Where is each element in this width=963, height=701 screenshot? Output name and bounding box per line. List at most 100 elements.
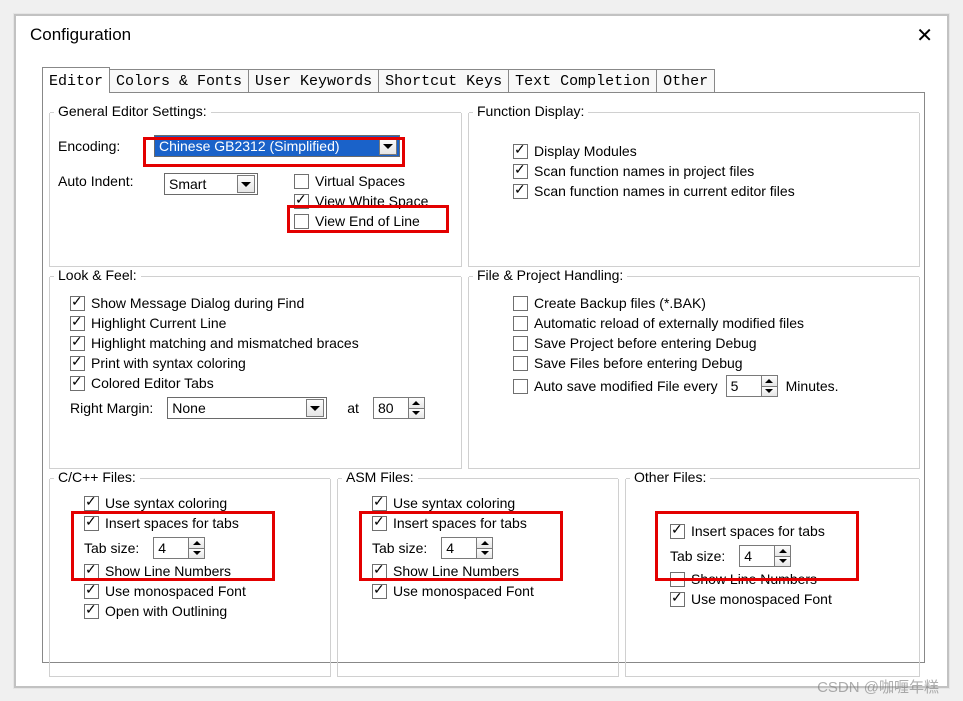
- rmargin-at-value: 80: [374, 398, 408, 418]
- tab-shortcut-keys[interactable]: Shortcut Keys: [378, 69, 509, 92]
- tab-editor[interactable]: Editor: [42, 67, 110, 93]
- group-general: General Editor Settings: Encoding: Chine…: [49, 113, 462, 267]
- colored-tabs-checkbox[interactable]: [70, 376, 85, 391]
- group-function-display: Function Display: Display Modules Scan f…: [468, 113, 920, 267]
- rmargin-select[interactable]: None: [167, 397, 327, 419]
- tab-other[interactable]: Other: [656, 69, 715, 92]
- tabstrip: Editor Colors & Fonts User Keywords Shor…: [42, 68, 925, 93]
- other-mono-label: Use monospaced Font: [691, 591, 832, 607]
- window-title: Configuration: [30, 25, 131, 45]
- savfile-checkbox[interactable]: [513, 356, 528, 371]
- bak-label: Create Backup files (*.BAK): [534, 295, 706, 311]
- spinner-down-icon[interactable]: [476, 549, 492, 559]
- hl-brace-checkbox[interactable]: [70, 336, 85, 351]
- savproj-label: Save Project before entering Debug: [534, 335, 757, 351]
- spinner-up-icon[interactable]: [774, 546, 790, 557]
- cc-linenum-label: Show Line Numbers: [105, 563, 231, 579]
- cc-linenum-checkbox[interactable]: [84, 564, 99, 579]
- bak-checkbox[interactable]: [513, 296, 528, 311]
- group-look-label: Look & Feel:: [54, 267, 141, 283]
- autosave-suffix: Minutes.: [786, 378, 839, 394]
- asm-mono-label: Use monospaced Font: [393, 583, 534, 599]
- scan-project-checkbox[interactable]: [513, 164, 528, 179]
- other-mono-checkbox[interactable]: [670, 592, 685, 607]
- spinner-up-icon[interactable]: [188, 538, 204, 549]
- hl-line-checkbox[interactable]: [70, 316, 85, 331]
- asm-syntax-checkbox[interactable]: [372, 496, 387, 511]
- other-tabsize-value: 4: [740, 546, 774, 566]
- other-spaces-checkbox[interactable]: [670, 524, 685, 539]
- asm-spaces-label: Insert spaces for tabs: [393, 515, 527, 531]
- asm-syntax-label: Use syntax coloring: [393, 495, 515, 511]
- tab-colors-fonts[interactable]: Colors & Fonts: [109, 69, 249, 92]
- chevron-down-icon[interactable]: [379, 137, 397, 155]
- rmargin-at-spinner[interactable]: 80: [373, 397, 425, 419]
- tab-user-keywords[interactable]: User Keywords: [248, 69, 379, 92]
- asm-tabsize-label: Tab size:: [372, 540, 427, 556]
- savfile-label: Save Files before entering Debug: [534, 355, 743, 371]
- group-asm-label: ASM Files:: [342, 469, 418, 485]
- autosave-prefix: Auto save modified File every: [534, 378, 718, 394]
- rmargin-label: Right Margin:: [70, 400, 153, 416]
- colored-tabs-label: Colored Editor Tabs: [91, 375, 214, 391]
- group-general-label: General Editor Settings:: [54, 103, 211, 119]
- cc-syntax-checkbox[interactable]: [84, 496, 99, 511]
- spinner-down-icon[interactable]: [774, 557, 790, 567]
- scan-editor-checkbox[interactable]: [513, 184, 528, 199]
- virtual-spaces-checkbox[interactable]: [294, 174, 309, 189]
- group-asm-files: ASM Files: Use syntax coloring Insert sp…: [337, 479, 619, 677]
- scan-editor-label: Scan function names in current editor fi…: [534, 183, 795, 199]
- cc-outline-checkbox[interactable]: [84, 604, 99, 619]
- savproj-checkbox[interactable]: [513, 336, 528, 351]
- other-linenum-checkbox[interactable]: [670, 572, 685, 587]
- tab-body: General Editor Settings: Encoding: Chine…: [42, 93, 925, 663]
- cc-mono-checkbox[interactable]: [84, 584, 99, 599]
- view-white-space-checkbox[interactable]: [294, 194, 309, 209]
- msgdlg-label: Show Message Dialog during Find: [91, 295, 304, 311]
- other-tabsize-spinner[interactable]: 4: [739, 545, 791, 567]
- reload-checkbox[interactable]: [513, 316, 528, 331]
- group-cc-files: C/C++ Files: Use syntax coloring Insert …: [49, 479, 331, 677]
- asm-spaces-checkbox[interactable]: [372, 516, 387, 531]
- cc-spaces-checkbox[interactable]: [84, 516, 99, 531]
- dialog-window: Configuration ✕ Editor Colors & Fonts Us…: [14, 14, 949, 688]
- asm-mono-checkbox[interactable]: [372, 584, 387, 599]
- print-syntax-checkbox[interactable]: [70, 356, 85, 371]
- asm-tabsize-value: 4: [442, 538, 476, 558]
- spinner-up-icon[interactable]: [761, 376, 777, 387]
- hl-brace-label: Highlight matching and mismatched braces: [91, 335, 359, 351]
- display-modules-checkbox[interactable]: [513, 144, 528, 159]
- group-other-label: Other Files:: [630, 469, 710, 485]
- group-fileproj-label: File & Project Handling:: [473, 267, 627, 283]
- spinner-down-icon[interactable]: [188, 549, 204, 559]
- autoindent-select[interactable]: Smart: [164, 173, 258, 195]
- other-spaces-label: Insert spaces for tabs: [691, 523, 825, 539]
- asm-tabsize-spinner[interactable]: 4: [441, 537, 493, 559]
- autoindent-label: Auto Indent:: [58, 171, 150, 189]
- chevron-down-icon[interactable]: [306, 399, 324, 417]
- msgdlg-checkbox[interactable]: [70, 296, 85, 311]
- at-label: at: [347, 400, 359, 416]
- close-icon[interactable]: ✕: [916, 23, 933, 48]
- spinner-up-icon[interactable]: [408, 398, 424, 409]
- view-eol-checkbox[interactable]: [294, 214, 309, 229]
- autosave-spinner[interactable]: 5: [726, 375, 778, 397]
- spinner-down-icon[interactable]: [408, 409, 424, 419]
- group-look-feel: Look & Feel: Show Message Dialog during …: [49, 277, 462, 469]
- encoding-select[interactable]: Chinese GB2312 (Simplified): [154, 135, 400, 157]
- view-eol-label: View End of Line: [315, 213, 420, 229]
- cc-tabsize-spinner[interactable]: 4: [153, 537, 205, 559]
- encoding-label: Encoding:: [58, 138, 140, 154]
- tab-text-completion[interactable]: Text Completion: [508, 69, 657, 92]
- spinner-down-icon[interactable]: [761, 387, 777, 397]
- chevron-down-icon[interactable]: [237, 175, 255, 193]
- asm-linenum-checkbox[interactable]: [372, 564, 387, 579]
- other-linenum-label: Show Line Numbers: [691, 571, 817, 587]
- group-file-project: File & Project Handling: Create Backup f…: [468, 277, 920, 469]
- display-modules-label: Display Modules: [534, 143, 637, 159]
- spinner-up-icon[interactable]: [476, 538, 492, 549]
- print-syntax-label: Print with syntax coloring: [91, 355, 246, 371]
- cc-tabsize-value: 4: [154, 538, 188, 558]
- autosave-checkbox[interactable]: [513, 379, 528, 394]
- cc-outline-label: Open with Outlining: [105, 603, 227, 619]
